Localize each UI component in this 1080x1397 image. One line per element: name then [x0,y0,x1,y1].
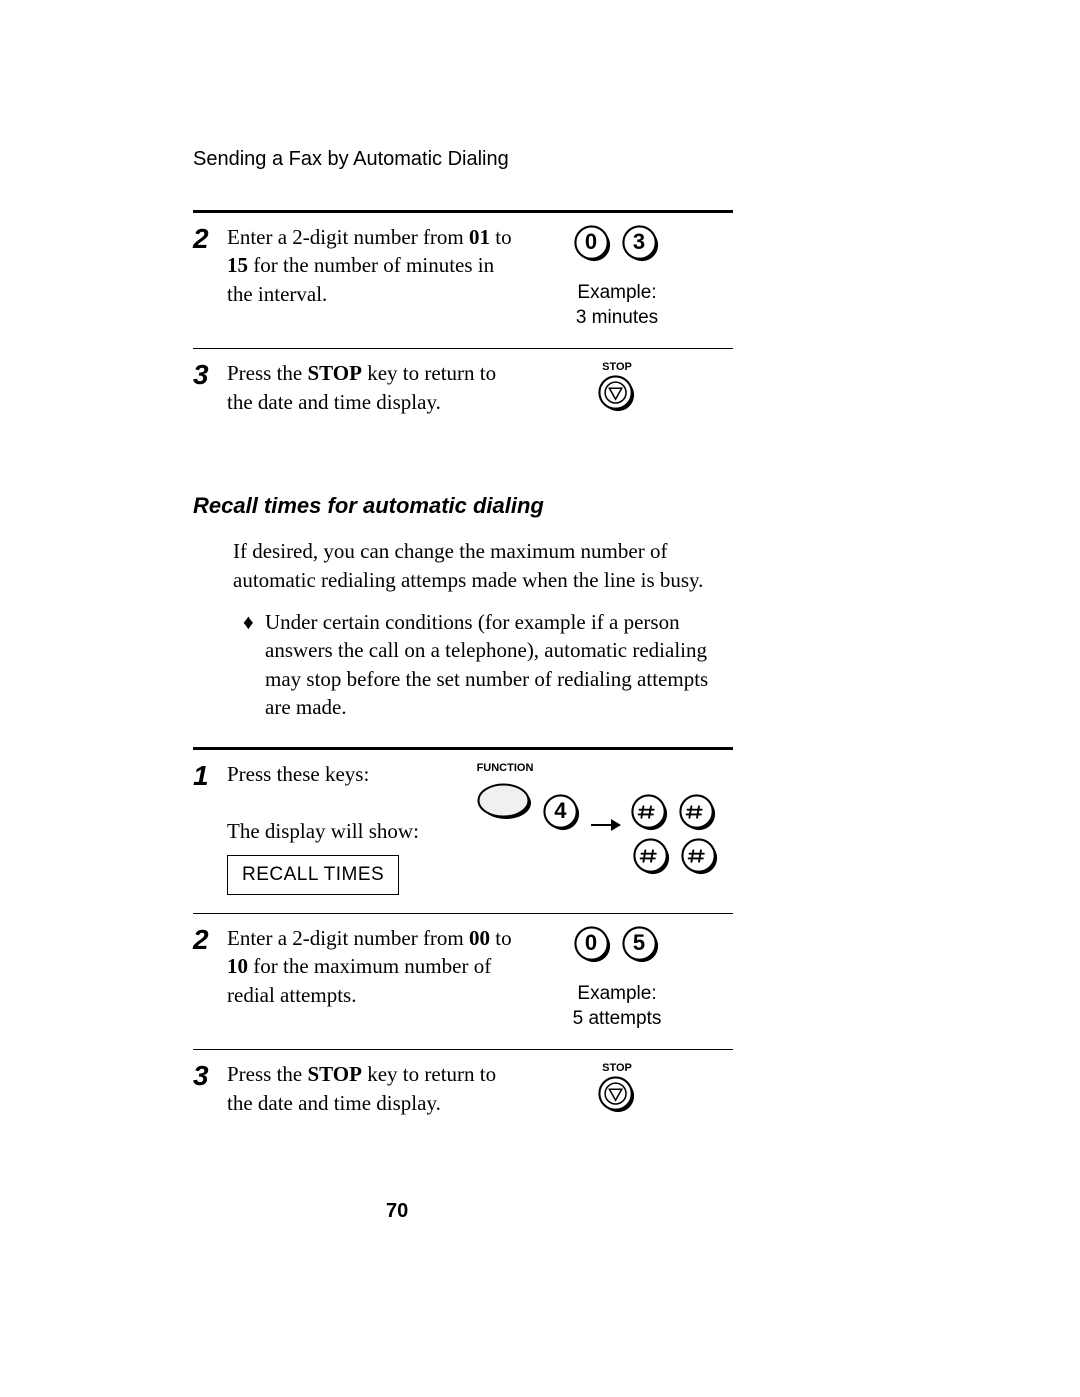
step-text: Enter a 2-digit number from 01 to 15 for… [227,223,517,330]
step-visual: FUNCTION 4 [467,760,727,895]
stop-key-icon [598,375,636,413]
hash-key-icon [679,794,717,832]
step-row: 2 Enter a 2-digit number from 00 to 10 f… [193,914,733,1049]
step-text: Press the STOP key to return to the date… [227,359,517,419]
step-number: 1 [193,760,227,895]
step-row: 3 Press the STOP key to return to the da… [193,1050,733,1138]
step-number: 3 [193,1060,227,1120]
bullet-text: Under certain conditions (for example if… [265,608,733,721]
step-visual: 0 3 Example: 3 minutes [517,223,717,330]
digit-key-icon: 0 [574,926,612,964]
function-key-block: FUNCTION [477,762,534,832]
step-number: 2 [193,924,227,1031]
function-key-icon [477,776,533,826]
digit-key-icon: 5 [622,926,660,964]
bullet-icon: ♦ [243,608,265,721]
hash-key-icon [681,838,719,876]
page-header: Sending a Fax by Automatic Dialing [193,148,509,171]
bullet-item: ♦ Under certain conditions (for example … [243,608,733,721]
hash-key-icon [631,794,669,832]
example-caption: Example: 3 minutes [517,281,717,330]
step-number: 3 [193,359,227,419]
step-row: 1 Press these keys: The display will sho… [193,750,733,913]
stop-label: STOP [598,1062,636,1074]
step-row: 2 Enter a 2-digit number from 01 to 15 f… [193,213,733,348]
stop-key-icon [598,1076,636,1114]
stop-label: STOP [598,361,636,373]
step-text: Press the STOP key to return to the date… [227,1060,517,1120]
main-content: 2 Enter a 2-digit number from 01 to 15 f… [193,210,733,1138]
step-visual: STOP [517,359,717,419]
step-number: 2 [193,223,227,330]
digit-key-icon: 0 [574,225,612,263]
hash-key-icon [633,838,671,876]
step-visual: STOP [517,1060,717,1120]
section-heading: Recall times for automatic dialing [193,493,733,519]
page-number: 70 [386,1200,408,1223]
step-text: Enter a 2-digit number from 00 to 10 for… [227,924,517,1031]
digit-key-icon: 3 [622,225,660,263]
section-paragraph: If desired, you can change the maximum n… [233,537,733,594]
step-row: 3 Press the STOP key to return to the da… [193,349,733,449]
display-box: RECALL TIMES [227,855,399,895]
step-text: Press these keys: The display will show:… [227,760,467,895]
digit-key-icon: 4 [543,794,581,832]
step-visual: 0 5 Example: 5 attempts [517,924,717,1031]
example-caption: Example: 5 attempts [517,982,717,1031]
arrow-icon [591,818,621,832]
